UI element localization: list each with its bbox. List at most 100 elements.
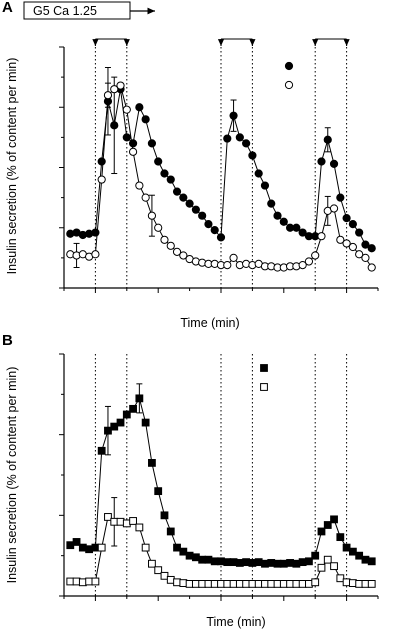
data-point [91, 250, 100, 259]
data-point [279, 217, 288, 226]
data-point [166, 241, 175, 250]
data-point [141, 115, 150, 124]
data-point [154, 223, 163, 232]
data-point [173, 543, 181, 552]
x-axis-label-b: Time (min) [206, 615, 265, 629]
data-point [91, 577, 100, 586]
data-point [85, 545, 94, 554]
protocol-box: G5 Ca 1.25 [23, 1, 155, 20]
data-point [336, 193, 345, 202]
data-point [191, 205, 200, 214]
data-point [329, 204, 339, 213]
data-point [355, 228, 364, 237]
data-point [204, 555, 213, 564]
data-point [235, 133, 244, 142]
protocol-box-label: G5 Ca 1.25 [33, 4, 97, 18]
data-point [129, 517, 137, 525]
panel-a: A G5 Ca 1.25 Time (min) Insulin secretio… [2, 0, 379, 330]
data-point [367, 557, 376, 566]
data-point [128, 139, 138, 148]
data-point [367, 263, 376, 272]
data-point [141, 418, 150, 427]
data-point [342, 239, 351, 248]
data-point [141, 193, 150, 202]
legend-marker [284, 61, 294, 71]
data-point [122, 133, 131, 142]
legend-b [260, 364, 268, 391]
legend-marker [284, 80, 294, 90]
data-a [66, 66, 376, 272]
data-point [160, 235, 169, 244]
data-point [298, 261, 307, 270]
data-point [179, 251, 188, 260]
data-point [129, 404, 137, 413]
data-point [116, 418, 125, 427]
data-point [147, 139, 157, 148]
data-point [361, 240, 370, 249]
data-point [97, 157, 106, 166]
data-point [110, 517, 119, 526]
data-point [311, 551, 320, 560]
data-point [141, 543, 150, 552]
data-point [336, 533, 345, 542]
data-point [185, 199, 194, 208]
data-point [348, 220, 357, 229]
data-point [254, 169, 263, 178]
data-point [336, 574, 345, 583]
legend-marker [260, 364, 268, 372]
data-point [110, 121, 119, 130]
data-point [336, 235, 345, 244]
data-point [367, 580, 376, 588]
data-point [223, 134, 232, 143]
data-point [317, 232, 326, 241]
data-point [317, 157, 326, 166]
data-point [229, 253, 238, 262]
data-point [355, 250, 364, 259]
data-point [317, 527, 326, 536]
data-point [97, 543, 106, 552]
data-point [91, 543, 100, 552]
data-point [329, 159, 339, 168]
data-point [204, 580, 213, 588]
data-point [78, 578, 87, 587]
data-point [135, 523, 144, 532]
data-point [97, 446, 106, 455]
data-point [148, 459, 156, 467]
data-b [66, 383, 376, 588]
data-point [311, 251, 320, 260]
axes-b [59, 353, 379, 601]
data-point [348, 547, 357, 556]
panel-letter-a: A [2, 0, 13, 16]
data-point [179, 193, 188, 202]
data-point [160, 169, 169, 178]
data-point [85, 577, 94, 586]
data-point [78, 543, 87, 552]
data-point [147, 211, 157, 220]
data-point [323, 135, 332, 144]
data-point [330, 562, 338, 571]
data-point [260, 181, 270, 190]
data-point [97, 175, 106, 184]
data-point [154, 487, 163, 496]
data-point [242, 139, 251, 148]
y-axis-label-b: Insulin secretion (% of content per min) [5, 367, 19, 584]
data-point [348, 242, 357, 252]
data-point [160, 571, 169, 580]
panel-b: B Time (min) Insulin secretion (% of con… [2, 332, 379, 629]
data-point [135, 394, 144, 403]
data-point [342, 214, 351, 223]
x-axis-label-a: Time (min) [180, 316, 239, 330]
data-point [361, 253, 370, 262]
data-point [305, 557, 313, 566]
data-point [292, 223, 301, 232]
data-point [172, 247, 182, 256]
data-point [91, 228, 100, 237]
data-point [342, 543, 351, 552]
data-point [330, 515, 338, 524]
data-point [104, 426, 112, 435]
data-point [273, 211, 282, 220]
data-point [323, 555, 332, 564]
data-point [110, 422, 119, 431]
data-point [298, 228, 307, 237]
